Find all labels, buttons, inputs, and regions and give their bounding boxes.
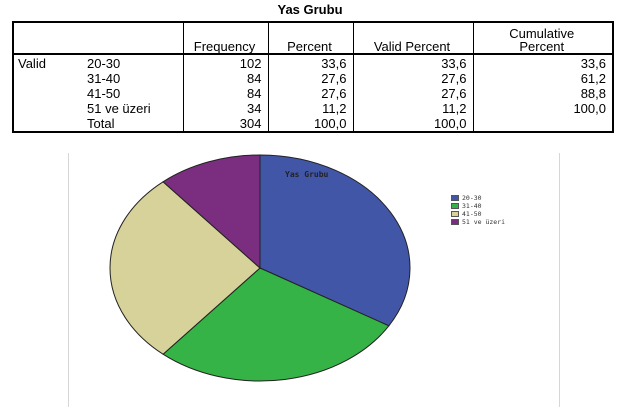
cell-percent: 27,6	[267, 86, 353, 101]
header-cumulative-percent: Cumulative Percent	[472, 21, 614, 55]
cell-valid-percent: 27,6	[352, 86, 473, 101]
header-percent: Percent	[267, 21, 353, 55]
cell-frequency: 84	[182, 71, 268, 86]
cell-cumulative-percent	[472, 116, 614, 133]
cell-cumulative-percent: 61,2	[472, 71, 614, 86]
cell-cumulative-percent: 33,6	[472, 54, 614, 71]
chart-title: Yas Grubu	[285, 170, 329, 179]
cell-valid-percent: 100,0	[352, 116, 473, 133]
legend-item: 41-50	[451, 210, 505, 218]
pie-svg	[109, 154, 411, 382]
pie-slice-20-30	[259, 154, 411, 327]
table-title: Yas Grubu	[277, 2, 343, 17]
row-label: 31-40	[87, 71, 121, 86]
pie-slice-51-ve-üzeri	[162, 154, 261, 270]
cell-frequency: 34	[182, 101, 268, 116]
table-row: Valid 20-30 102 33,6 33,6 33,6	[12, 54, 614, 71]
row-label: 20-30	[87, 56, 121, 71]
row-label: Total	[83, 116, 183, 133]
header-cumulative-line2: Percent	[519, 39, 565, 54]
header-frequency: Frequency	[182, 21, 268, 55]
pie-slice-41-50	[109, 181, 261, 355]
cell-frequency: 304	[182, 116, 268, 133]
cell-percent: 100,0	[267, 116, 353, 133]
chart-legend: 20-30 31-40 41-50 51 ve üzeri	[451, 194, 505, 226]
cell-percent: 27,6	[267, 71, 353, 86]
group-label-empty	[12, 116, 83, 133]
cell-valid-percent: 27,6	[352, 71, 473, 86]
row-label: 41-50	[87, 86, 121, 101]
cell-valid-percent: 11,2	[352, 101, 473, 116]
legend-item: 51 ve üzeri	[451, 218, 505, 226]
table-row: 31-40 84 27,6 27,6 61,2	[12, 71, 614, 86]
legend-label: 31-40	[462, 202, 482, 210]
cell-percent: 11,2	[267, 101, 353, 116]
frequency-table: Frequency Percent Valid Percent Cumulati…	[12, 21, 614, 133]
legend-item: 31-40	[451, 202, 505, 210]
group-label-empty	[12, 71, 83, 86]
legend-label: 41-50	[462, 210, 482, 218]
row-label: 51 ve üzeri	[87, 101, 151, 116]
table-header-row: Frequency Percent Valid Percent Cumulati…	[12, 21, 614, 55]
cell-cumulative-percent: 88,8	[472, 86, 614, 101]
legend-label: 20-30	[462, 194, 482, 202]
header-cumulative-line1: Cumulative	[509, 26, 575, 41]
header-stub	[12, 21, 183, 55]
cell-frequency: 102	[182, 54, 268, 71]
legend-item: 20-30	[451, 194, 505, 202]
header-valid-percent: Valid Percent	[352, 21, 473, 55]
pie-slice-31-40	[162, 267, 390, 382]
cell-percent: 33,6	[267, 54, 353, 71]
group-label: Valid	[12, 54, 83, 71]
group-label-empty	[12, 86, 83, 101]
legend-swatch	[451, 211, 459, 217]
cell-cumulative-percent: 100,0	[472, 101, 614, 116]
table-row-total: Total 304 100,0 100,0	[12, 116, 614, 133]
legend-swatch	[451, 195, 459, 201]
legend-swatch	[451, 203, 459, 209]
pie-chart: Yas Grubu 20-30 31-40 41-50 51 ve üzeri	[68, 153, 560, 407]
legend-swatch	[451, 219, 459, 225]
legend-label: 51 ve üzeri	[462, 218, 506, 226]
table-row: 51 ve üzeri 34 11,2 11,2 100,0	[12, 101, 614, 116]
cell-frequency: 84	[182, 86, 268, 101]
table-row: 41-50 84 27,6 27,6 88,8	[12, 86, 614, 101]
group-label-empty	[12, 101, 83, 116]
cell-valid-percent: 33,6	[352, 54, 473, 71]
